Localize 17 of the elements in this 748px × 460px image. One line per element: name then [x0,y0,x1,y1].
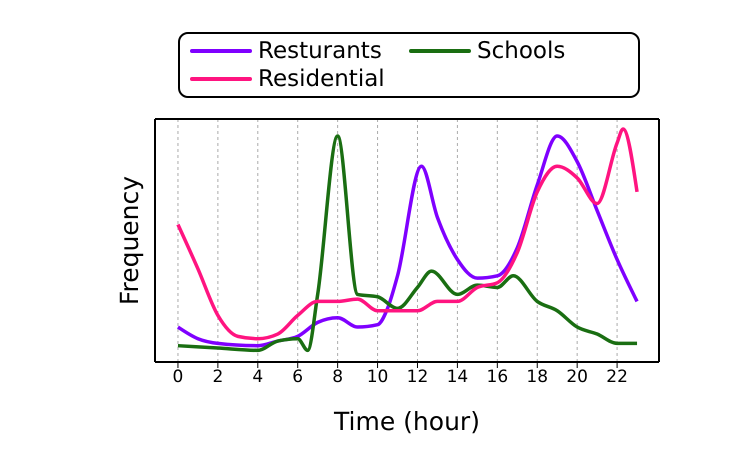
x-tick-label: 14 [446,367,468,388]
legend-label: Resturants [258,38,382,64]
x-tick-label: 8 [332,367,344,388]
y-axis-title: Frequency [114,176,144,306]
x-tick-label: 22 [606,367,628,388]
x-tick-label: 0 [172,367,184,388]
x-tick-label: 18 [526,367,548,388]
legend-label: Schools [477,38,566,64]
x-tick-label: 2 [212,367,224,388]
legend-label: Residential [258,66,385,92]
x-tick-label: 6 [292,367,304,388]
x-axis-title: Time (hour) [333,407,480,436]
x-tick-label: 10 [366,367,388,388]
x-tick-label: 16 [486,367,508,388]
x-tick-label: 4 [252,367,264,388]
x-tick-label: 20 [566,367,588,388]
x-tick-label: 12 [406,367,428,388]
